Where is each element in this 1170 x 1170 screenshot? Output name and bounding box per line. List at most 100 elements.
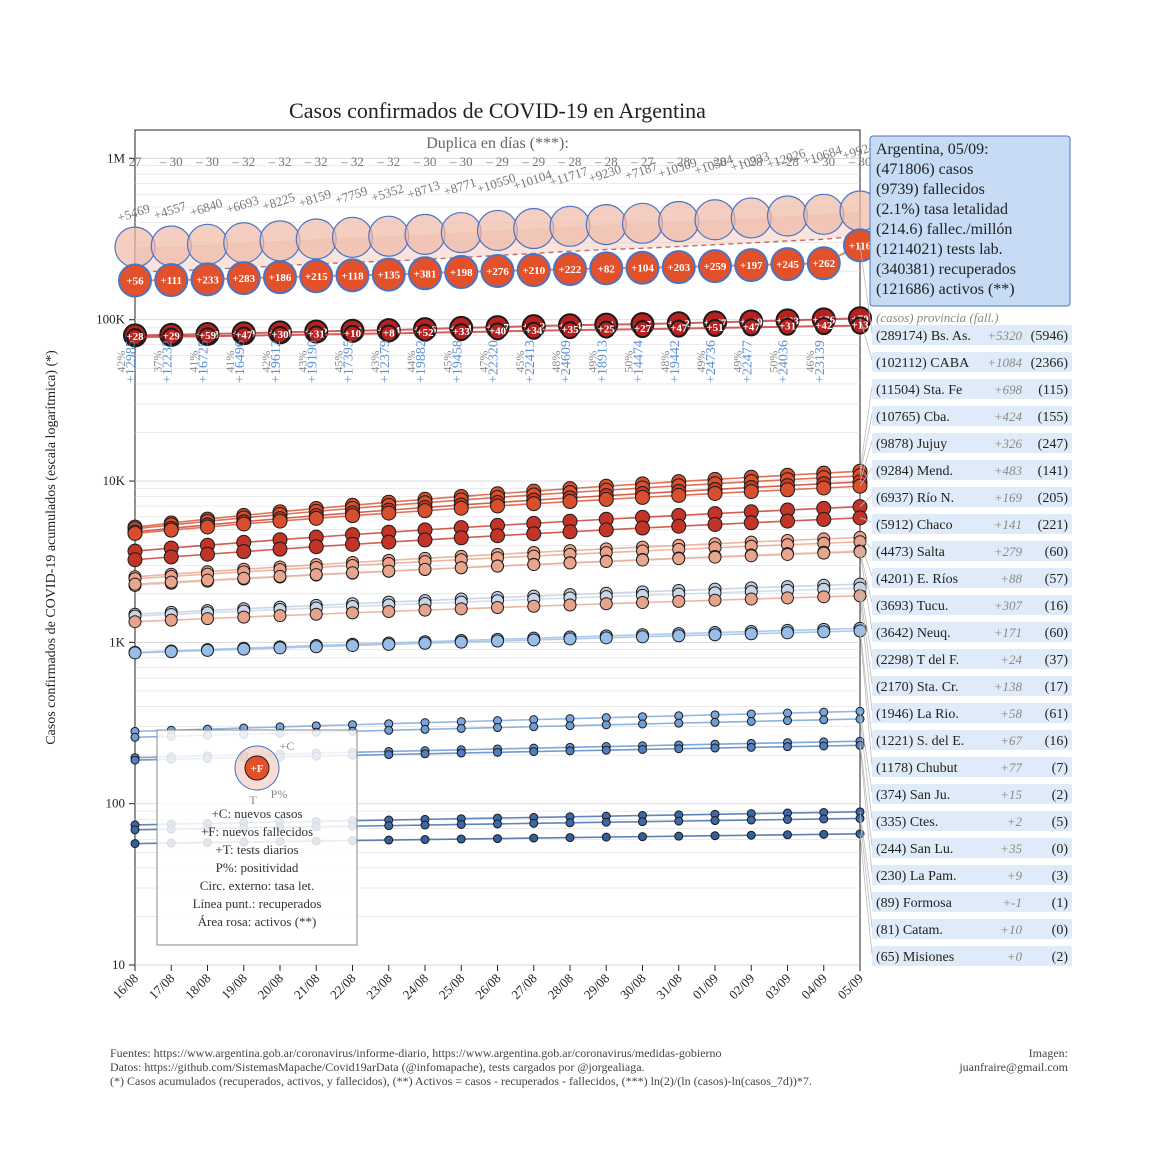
data-label: +215 — [305, 271, 328, 283]
province-point — [274, 642, 286, 654]
province-point — [709, 629, 721, 641]
province-point — [237, 545, 251, 559]
summary-line: (471806) casos — [876, 161, 973, 178]
data-label: +276 — [486, 266, 509, 278]
x-tick-label: 23/08 — [363, 971, 395, 1003]
positivity-label: 50% — [767, 351, 781, 373]
province-point — [675, 712, 683, 720]
duplication-label: – 30 — [413, 154, 437, 169]
province-point — [747, 816, 755, 824]
province-point — [636, 521, 650, 535]
x-tick-label: 01/09 — [690, 971, 722, 1003]
province-point — [564, 557, 576, 569]
positivity-label: 45% — [332, 351, 346, 373]
province-deaths: (0) — [1052, 842, 1069, 857]
duplication-label: – 30 — [159, 154, 183, 169]
legend-line: +C: nuevos casos — [211, 806, 302, 821]
province-point — [564, 599, 576, 611]
footer-line: Datos: https://github.com/SistemasMapach… — [110, 1060, 645, 1074]
data-label: +47 — [235, 330, 253, 342]
province-cases: (1178) Chubut — [876, 761, 958, 776]
province-point — [564, 633, 576, 645]
province-point — [528, 634, 540, 646]
province-point — [711, 711, 719, 719]
data-label: +30 — [271, 329, 289, 341]
data-label: +42 — [815, 320, 833, 332]
province-point — [784, 717, 792, 725]
x-tick-label: 17/08 — [146, 971, 178, 1003]
x-tick-label: 25/08 — [436, 971, 468, 1003]
legend-line: P%: positividad — [216, 860, 299, 875]
province-point — [421, 821, 429, 829]
province-point — [675, 719, 683, 727]
province-point — [492, 635, 504, 647]
province-deaths: (5946) — [1031, 329, 1069, 344]
province-point — [202, 574, 214, 586]
x-tick-label: 22/08 — [327, 971, 359, 1003]
svg-text:P%: P% — [271, 787, 288, 801]
province-point — [820, 830, 828, 838]
province-deaths: (5) — [1052, 815, 1069, 830]
province-point — [530, 748, 538, 756]
province-deaths: (2) — [1052, 950, 1069, 965]
duplication-label: 27 — [129, 154, 143, 169]
province-deaths: (205) — [1038, 491, 1069, 506]
province-point — [747, 710, 755, 718]
province-deaths: (60) — [1045, 545, 1069, 560]
province-point — [639, 833, 647, 841]
province-point — [602, 833, 610, 841]
duplication-label: – 32 — [231, 154, 255, 169]
legend-line: Circ. externo: tasa let. — [200, 878, 314, 893]
province-point — [817, 512, 831, 526]
province-point — [237, 517, 251, 531]
x-tick-label: 19/08 — [218, 971, 250, 1003]
province-deaths: (37) — [1045, 653, 1069, 668]
province-deaths: (155) — [1038, 410, 1069, 425]
province-point — [675, 832, 683, 840]
province-point — [274, 570, 286, 582]
province-point — [457, 820, 465, 828]
province-point — [527, 497, 541, 511]
province-point — [494, 820, 502, 828]
province-point — [128, 526, 142, 540]
province-point — [383, 638, 395, 650]
province-deaths: (0) — [1052, 923, 1069, 938]
province-point — [492, 560, 504, 572]
legend-line: Área rosa: activos (**) — [198, 914, 317, 929]
province-point — [385, 822, 393, 830]
positivity-label: 45% — [513, 351, 527, 373]
data-label: +35 — [561, 324, 579, 336]
duplication-label: – 32 — [340, 154, 364, 169]
summary-line: (2.1%) tasa letalidad — [876, 201, 1008, 218]
data-label: +40 — [489, 325, 507, 337]
data-label: +245 — [776, 259, 799, 271]
province-point — [238, 643, 250, 655]
svg-text:+F: +F — [251, 763, 264, 775]
data-label: +31 — [308, 328, 325, 340]
province-deaths: (60) — [1045, 626, 1069, 641]
data-label: +381 — [414, 268, 437, 280]
province-point — [201, 547, 215, 561]
duplication-label: – 32 — [268, 154, 292, 169]
province-point — [527, 527, 541, 541]
province-cases: (9878) Jujuy — [876, 437, 947, 452]
province-cases: (289174) Bs. As. — [876, 329, 971, 344]
x-tick-label: 04/09 — [798, 971, 830, 1003]
legend-line: Línea punt.: recuperados — [193, 896, 322, 911]
province-delta: +0 — [1007, 949, 1023, 964]
positivity-label: 48% — [658, 351, 672, 373]
positivity-label: 41% — [187, 351, 201, 373]
data-label: +233 — [196, 274, 219, 286]
data-label: +8 — [383, 327, 395, 339]
province-deaths: (2) — [1052, 788, 1069, 803]
province-delta: +1084 — [987, 355, 1022, 370]
duplication-label: – 29 — [485, 154, 509, 169]
positivity-label: 50% — [622, 351, 636, 373]
province-point — [744, 516, 758, 530]
province-cases: (65) Misiones — [876, 950, 954, 965]
province-point — [675, 745, 683, 753]
footer-right: juanfraire@gmail.com — [958, 1060, 1068, 1074]
province-point — [421, 750, 429, 758]
positivity-label: 49% — [730, 351, 744, 373]
province-point — [672, 488, 686, 502]
